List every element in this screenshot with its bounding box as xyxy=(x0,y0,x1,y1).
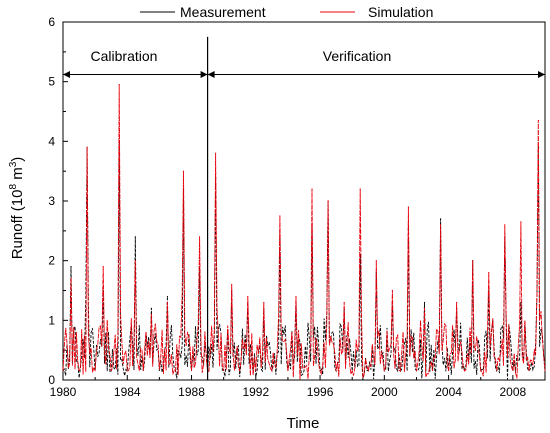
peak-point-simulation xyxy=(456,301,458,304)
peak-point-simulation xyxy=(423,307,426,309)
peak-point-measurement xyxy=(70,266,72,268)
annotation-calibration: Calibration xyxy=(91,48,158,64)
peak-point-simulation xyxy=(150,313,152,315)
peak-point-simulation xyxy=(263,301,265,304)
peak-point-simulation xyxy=(311,188,313,190)
peak-point-simulation xyxy=(537,119,540,122)
y-tick-label: 1 xyxy=(48,313,55,327)
peak-point-simulation xyxy=(439,224,442,226)
peak-point-simulation xyxy=(407,206,410,208)
x-tick-label: 1992 xyxy=(242,385,269,399)
peak-point-simulation xyxy=(70,277,72,280)
legend-simulation-label: Simulation xyxy=(368,4,433,20)
peak-point-measurement xyxy=(423,301,426,304)
peak-point-simulation xyxy=(343,301,345,304)
y-tick-label: 5 xyxy=(48,75,55,89)
peak-point-measurement xyxy=(439,218,442,220)
y-axis-label-sup2: 3 xyxy=(8,161,19,167)
x-tick-label: 1984 xyxy=(114,385,141,399)
peak-point-simulation xyxy=(134,260,136,262)
peak-point-simulation xyxy=(391,289,393,292)
y-tick-label: 4 xyxy=(48,134,55,148)
peak-point-simulation xyxy=(520,221,522,223)
peak-point-measurement xyxy=(520,301,522,304)
verification-arrow-head-right xyxy=(538,71,545,79)
y-tick-label: 2 xyxy=(48,254,55,268)
y-axis-label: Runoff (108 m3) xyxy=(8,157,26,260)
y-tick-label: 0 xyxy=(48,373,55,387)
plot-area: 0 1 2 3 4 5 6 1980 1984 1988 1992 1996 2000 2004 2008 xyxy=(48,15,546,399)
peak-point-simulation xyxy=(359,188,361,190)
peak-point-simulation xyxy=(295,295,297,298)
peak-point-simulation xyxy=(231,283,233,286)
peak-point-simulation xyxy=(118,84,120,86)
x-axis-label: Time xyxy=(287,415,320,432)
peak-point-simulation xyxy=(102,266,104,268)
peak-point-measurement xyxy=(537,146,540,148)
y-axis-label-sup1: 8 xyxy=(8,184,19,190)
x-tick-label: 1980 xyxy=(50,385,77,399)
peak-point-measurement xyxy=(150,307,152,309)
peak-point-simulation xyxy=(375,260,377,262)
peak-point-simulation xyxy=(247,295,249,298)
plot-frame xyxy=(62,21,546,381)
x-tick-label: 2008 xyxy=(500,385,527,399)
legend: Measurement Simulation xyxy=(140,4,433,20)
x-tick-label: 2004 xyxy=(435,385,462,399)
peak-point-simulation xyxy=(215,152,217,154)
peak-point-simulation xyxy=(198,236,201,238)
peak-point-simulation xyxy=(472,260,474,262)
annotation-verification: Verification xyxy=(323,48,391,64)
peak-point-simulation xyxy=(166,301,169,304)
calibration-arrow-head-left xyxy=(63,71,70,79)
verification-arrow-head-left xyxy=(207,71,215,79)
x-tick-label: 1996 xyxy=(307,385,334,399)
peak-point-simulation xyxy=(182,170,185,172)
peak-point-measurement xyxy=(166,295,169,298)
y-tick-label: 6 xyxy=(48,15,55,29)
calibration-arrow-head-right xyxy=(200,71,208,79)
peak-point-simulation xyxy=(279,215,281,217)
x-tick-label: 1988 xyxy=(178,385,205,399)
peak-point-simulation xyxy=(86,146,88,148)
x-tick-label: 2000 xyxy=(371,385,398,399)
legend-measurement-label: Measurement xyxy=(180,4,266,20)
series-line-simulation xyxy=(62,84,546,380)
peak-point-simulation xyxy=(504,224,506,226)
y-tick-label: 3 xyxy=(48,194,55,208)
peak-point-measurement xyxy=(134,236,136,238)
peak-point-simulation xyxy=(327,200,329,202)
peak-point-simulation xyxy=(488,272,490,274)
